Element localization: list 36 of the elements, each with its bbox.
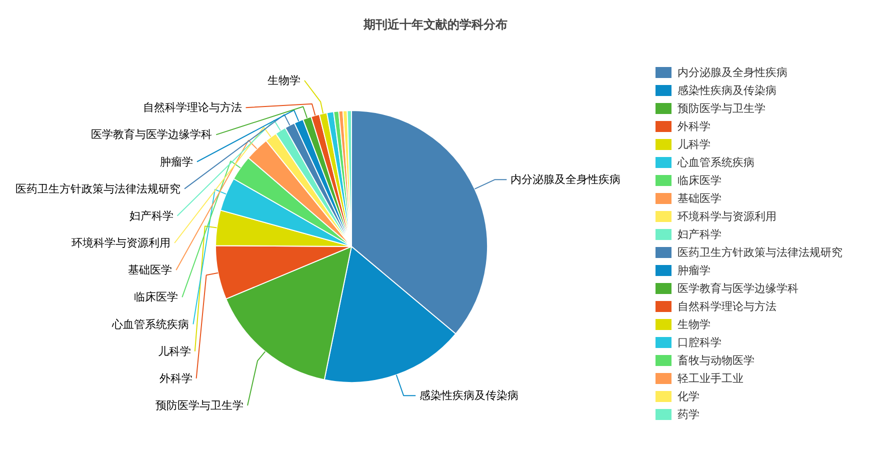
legend-label: 化学 xyxy=(678,390,700,403)
slice-label: 心血管系统疾病 xyxy=(111,318,190,331)
slice-label: 肿瘤学 xyxy=(160,155,193,168)
legend-label: 畜牧与动物医学 xyxy=(678,354,754,367)
legend-label: 感染性疾病及传染病 xyxy=(678,84,776,97)
slice-label: 环境科学与资源利用 xyxy=(72,236,171,250)
legend-label: 儿科学 xyxy=(678,138,710,151)
slice-label: 预防医学与卫生学 xyxy=(156,399,244,412)
legend-label: 内分泌腺及全身性疾病 xyxy=(678,66,788,79)
legend-label: 预防医学与卫生学 xyxy=(678,102,766,115)
legend-label: 临床医学 xyxy=(678,174,722,187)
slice-label: 基础医学 xyxy=(128,264,172,277)
slice-label: 生物学 xyxy=(267,74,300,87)
legend-label: 外科学 xyxy=(678,120,710,133)
legend-label: 自然科学理论与方法 xyxy=(678,300,776,313)
chart-title: 期刊近十年文献的学科分布 xyxy=(362,18,508,32)
legend-label: 药学 xyxy=(678,408,700,421)
legend-label: 医药卫生方针政策与法律法规研究 xyxy=(678,246,842,259)
slice-label: 外科学 xyxy=(159,372,192,385)
slice-label: 临床医学 xyxy=(134,290,178,304)
slice-label: 儿科学 xyxy=(158,344,191,358)
legend-label: 肿瘤学 xyxy=(678,264,710,277)
legend-label: 基础医学 xyxy=(678,192,722,205)
legend-label: 轻工业手工业 xyxy=(678,372,744,385)
legend-label: 心血管系统疾病 xyxy=(676,156,754,169)
legend-label: 口腔科学 xyxy=(678,336,722,349)
slice-label: 妇产科学 xyxy=(129,209,174,222)
legend-label: 生物学 xyxy=(678,318,710,331)
slice-label: 感染性疾病及传染病 xyxy=(420,389,519,402)
slice-label: 医药卫生方针政策与法律法规研究 xyxy=(16,182,181,196)
slice-label: 自然科学理论与方法 xyxy=(142,101,242,114)
legend-label: 医学教育与医学边缘学科 xyxy=(678,282,798,295)
legend-label: 环境科学与资源利用 xyxy=(678,210,776,223)
slice-label: 内分泌腺及全身性疾病 xyxy=(510,173,621,186)
slice-label: 医学教育与医学边缘学科 xyxy=(91,128,212,142)
legend-label: 妇产科学 xyxy=(678,228,722,241)
